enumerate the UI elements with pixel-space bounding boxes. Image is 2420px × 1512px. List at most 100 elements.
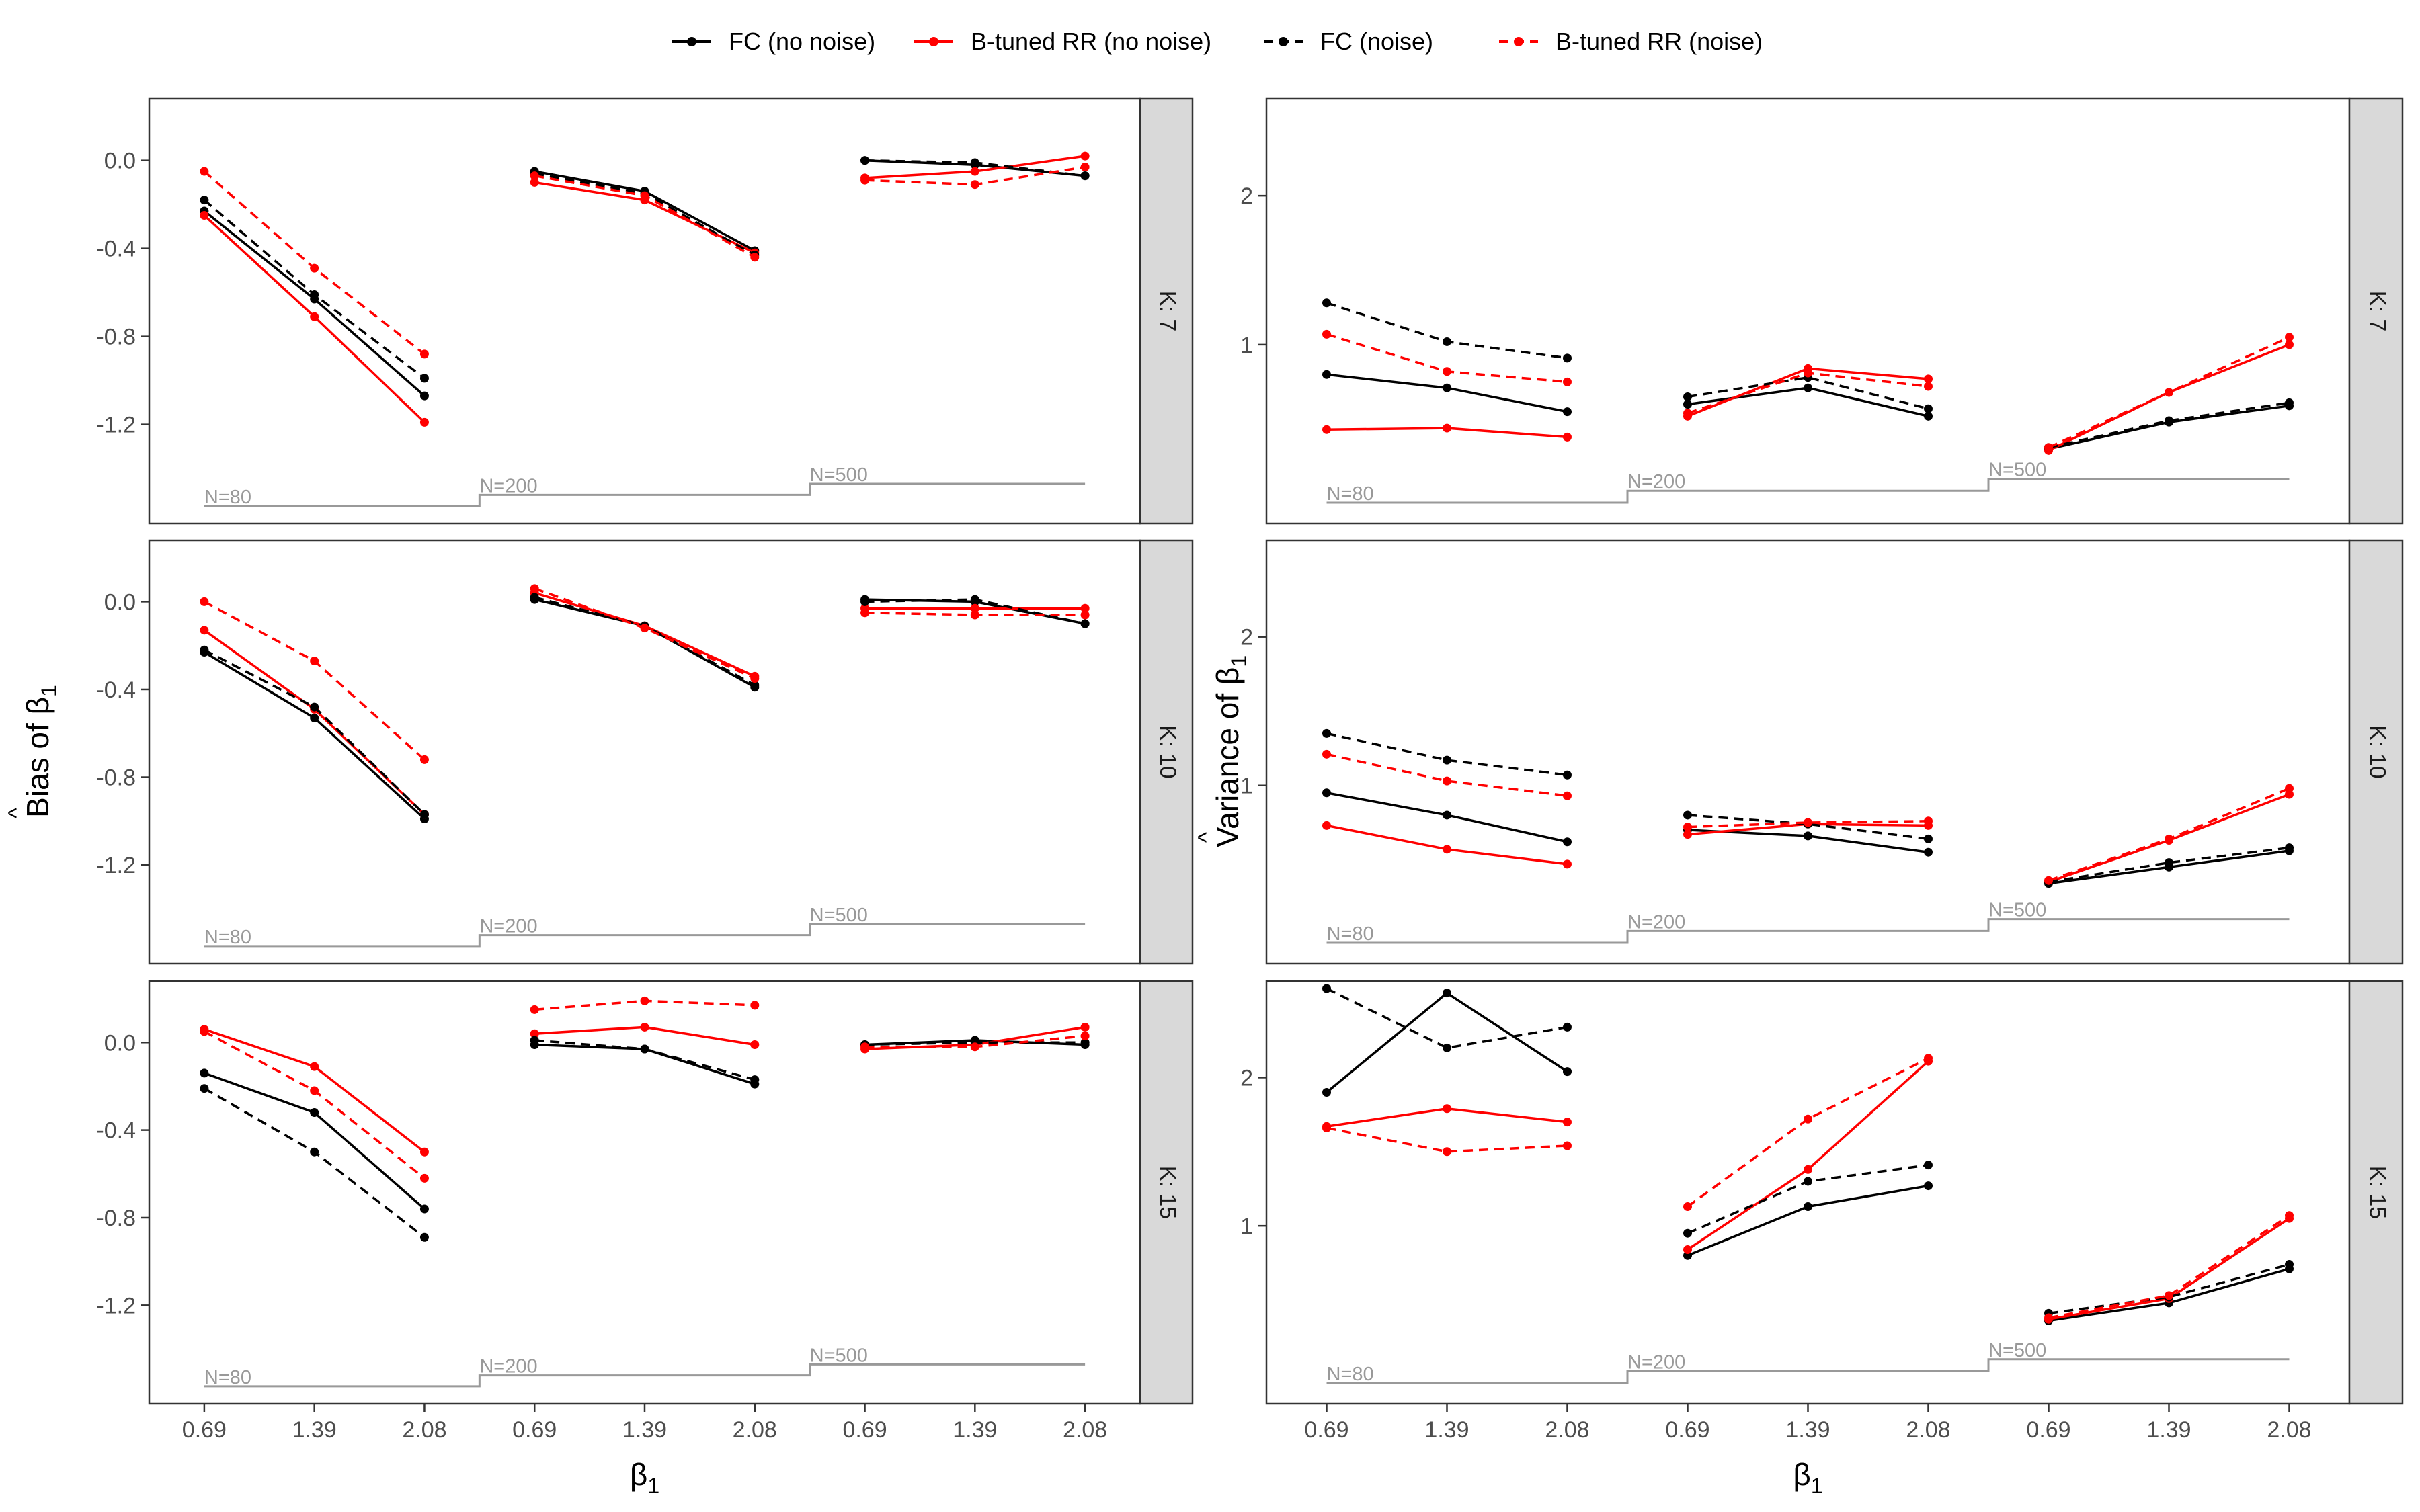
data-point-fc_nonoise (200, 1068, 209, 1078)
legend-label: FC (no noise) (729, 28, 875, 55)
data-point-rr_nonoise (970, 603, 979, 613)
data-point-rr_nonoise (1080, 151, 1090, 161)
data-point-fc_nonoise (1804, 1202, 1812, 1211)
y-tick-label: 0.0 (104, 589, 136, 615)
y-axis-title-main: Variance of β (1210, 667, 1245, 848)
facet-strip-label: K: 10 (2365, 725, 2390, 778)
hat-icon: ^ (1194, 832, 1219, 843)
data-point-rr_nonoise (200, 626, 209, 635)
series-line-fc_noise (1687, 376, 1929, 410)
data-point-rr_noise (2044, 1313, 2053, 1322)
data-point-rr_noise (2285, 784, 2294, 793)
y-tick-label: -1.2 (96, 413, 136, 438)
data-point-fc_nonoise (419, 391, 429, 401)
data-point-fc_noise (2285, 843, 2294, 853)
data-point-fc_nonoise (1924, 847, 1933, 857)
data-point-rr_noise (970, 610, 979, 620)
data-point-fc_noise (2165, 858, 2173, 868)
data-point-rr_nonoise (1322, 821, 1331, 830)
n-group-label: N=200 (479, 916, 537, 937)
legend-label: B-tuned RR (no noise) (971, 28, 1211, 55)
data-point-fc_nonoise (1563, 837, 1572, 847)
n-group-label: N=200 (1627, 1351, 1685, 1373)
column-bias: Bias of β1^K: 70.0-0.4-0.8-1.2N=80N=200N… (4, 97, 1194, 1498)
data-point-fc_noise (200, 1084, 209, 1093)
data-point-rr_noise (200, 1027, 209, 1036)
facet-strip (2348, 980, 2404, 1405)
data-point-rr_nonoise (1924, 374, 1933, 384)
y-axis-title: Variance of β1 (1210, 655, 1251, 847)
data-point-rr_noise (1080, 163, 1090, 172)
data-point-rr_noise (419, 755, 429, 764)
data-point-rr_noise (1563, 1141, 1572, 1150)
data-point-fc_noise (310, 290, 319, 299)
data-point-fc_noise (1683, 392, 1692, 402)
data-point-rr_noise (1080, 1031, 1090, 1040)
y-axis-title-main: Bias of β (20, 697, 55, 818)
data-point-fc_noise (1443, 337, 1451, 346)
legend-point (1514, 37, 1523, 46)
data-point-rr_nonoise (1443, 423, 1451, 433)
series-line-rr_noise (1687, 1057, 1929, 1208)
data-point-rr_noise (2165, 834, 2173, 843)
n-group-label: N=80 (1327, 923, 1374, 945)
n-group-label: N=500 (1988, 1340, 2046, 1361)
x-tick-label: 0.69 (2026, 1417, 2070, 1443)
data-point-fc_nonoise (1443, 383, 1451, 392)
series-line-fc_noise (2048, 846, 2290, 884)
data-point-fc_noise (640, 1044, 649, 1054)
x-axis-title-main: β (1793, 1457, 1810, 1492)
data-point-rr_nonoise (530, 1029, 539, 1038)
data-point-rr_noise (1443, 776, 1451, 786)
x-tick-label: 2.08 (1063, 1417, 1107, 1443)
data-point-rr_nonoise (1804, 1165, 1812, 1174)
data-point-fc_nonoise (1322, 1088, 1331, 1097)
data-point-rr_nonoise (750, 1040, 760, 1050)
panel-border (1265, 539, 2351, 965)
data-point-rr_nonoise (640, 1022, 649, 1032)
panel-border (1265, 97, 2351, 525)
panel-k7-variance: K: 7 2 1 N=80 N=200 N=500 (1240, 97, 2404, 525)
data-point-fc_nonoise (1924, 1181, 1933, 1191)
data-point-fc_noise (310, 1147, 319, 1157)
data-point-fc_noise (1443, 1043, 1451, 1052)
y-tick-label: -0.8 (96, 325, 136, 350)
data-point-fc_noise (1563, 1022, 1572, 1032)
n-group-label: N=80 (204, 927, 251, 948)
n-group-label: N=200 (1627, 911, 1685, 933)
panel-border (148, 97, 1141, 525)
x-tick-label: 1.39 (622, 1417, 667, 1443)
data-point-rr_noise (860, 1042, 870, 1052)
facet-strip-label: K: 10 (1155, 725, 1180, 778)
series-line-fc_noise (1326, 732, 1568, 776)
data-point-fc_noise (1322, 298, 1331, 308)
data-point-fc_nonoise (1322, 370, 1331, 379)
x-axis-title-sub: 1 (1811, 1474, 1823, 1498)
data-point-rr_noise (1924, 816, 1933, 826)
data-point-rr_noise (1804, 1114, 1812, 1124)
data-point-rr_noise (1804, 818, 1812, 827)
facet-strip-label: K: 15 (1155, 1166, 1180, 1219)
reference-step-line (204, 1363, 1086, 1388)
n-group-label: N=80 (204, 487, 251, 508)
y-axis-title: Bias of β1 (20, 685, 61, 818)
x-tick-label: 1.39 (2146, 1417, 2191, 1443)
data-point-rr_noise (2285, 333, 2294, 342)
panel-k10-bias: K: 10 0.0 -0.4 -0.8 -1.2 N=80 N=200 N=500 (96, 539, 1194, 965)
x-axis-title-main: β (630, 1457, 647, 1492)
data-point-rr_noise (200, 597, 209, 606)
data-point-rr_noise (1322, 329, 1331, 339)
n-group-label: N=80 (204, 1367, 251, 1388)
data-point-rr_noise (310, 657, 319, 666)
y-tick-label: -0.8 (96, 765, 136, 791)
data-point-rr_noise (860, 175, 870, 185)
data-point-fc_noise (530, 593, 539, 602)
data-point-rr_nonoise (530, 177, 539, 187)
y-tick-label: 1 (1240, 333, 1253, 358)
data-point-rr_noise (750, 674, 760, 683)
data-point-rr_noise (2044, 876, 2053, 885)
data-point-rr_nonoise (1563, 1118, 1572, 1127)
legend-label: B-tuned RR (noise) (1556, 28, 1763, 55)
legend-point (929, 37, 938, 46)
